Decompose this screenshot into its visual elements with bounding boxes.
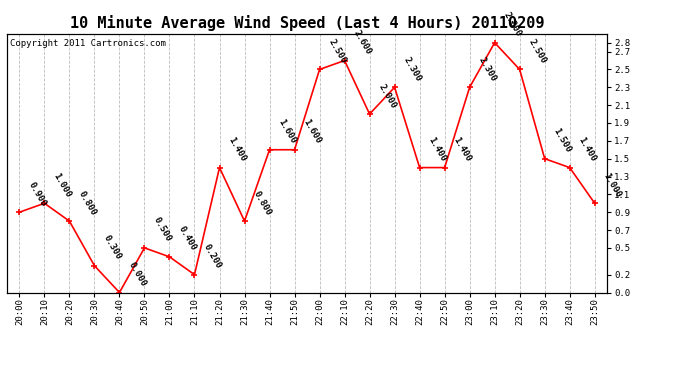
- Text: 1.600: 1.600: [277, 118, 297, 146]
- Text: Copyright 2011 Cartronics.com: Copyright 2011 Cartronics.com: [10, 39, 166, 48]
- Text: 0.800: 0.800: [251, 189, 273, 217]
- Text: 0.800: 0.800: [77, 189, 97, 217]
- Text: 1.600: 1.600: [302, 118, 323, 146]
- Title: 10 Minute Average Wind Speed (Last 4 Hours) 20110209: 10 Minute Average Wind Speed (Last 4 Hou…: [70, 15, 544, 31]
- Text: 2.800: 2.800: [502, 11, 523, 39]
- Text: 2.000: 2.000: [377, 82, 397, 110]
- Text: 0.900: 0.900: [26, 180, 48, 208]
- Text: 1.400: 1.400: [226, 136, 248, 164]
- Text: 2.300: 2.300: [477, 56, 497, 83]
- Text: 1.500: 1.500: [551, 127, 573, 154]
- Text: 2.600: 2.600: [351, 28, 373, 56]
- Text: 0.300: 0.300: [101, 234, 123, 262]
- Text: 2.500: 2.500: [326, 38, 348, 65]
- Text: 0.200: 0.200: [201, 243, 223, 270]
- Text: 2.500: 2.500: [526, 38, 548, 65]
- Text: 1.400: 1.400: [451, 136, 473, 164]
- Text: 1.000: 1.000: [602, 171, 623, 199]
- Text: 1.400: 1.400: [577, 136, 598, 164]
- Text: 1.000: 1.000: [51, 171, 72, 199]
- Text: 0.500: 0.500: [151, 216, 172, 244]
- Text: 0.400: 0.400: [177, 225, 197, 253]
- Text: 1.400: 1.400: [426, 136, 448, 164]
- Text: 0.000: 0.000: [126, 261, 148, 288]
- Text: 2.300: 2.300: [402, 56, 423, 83]
